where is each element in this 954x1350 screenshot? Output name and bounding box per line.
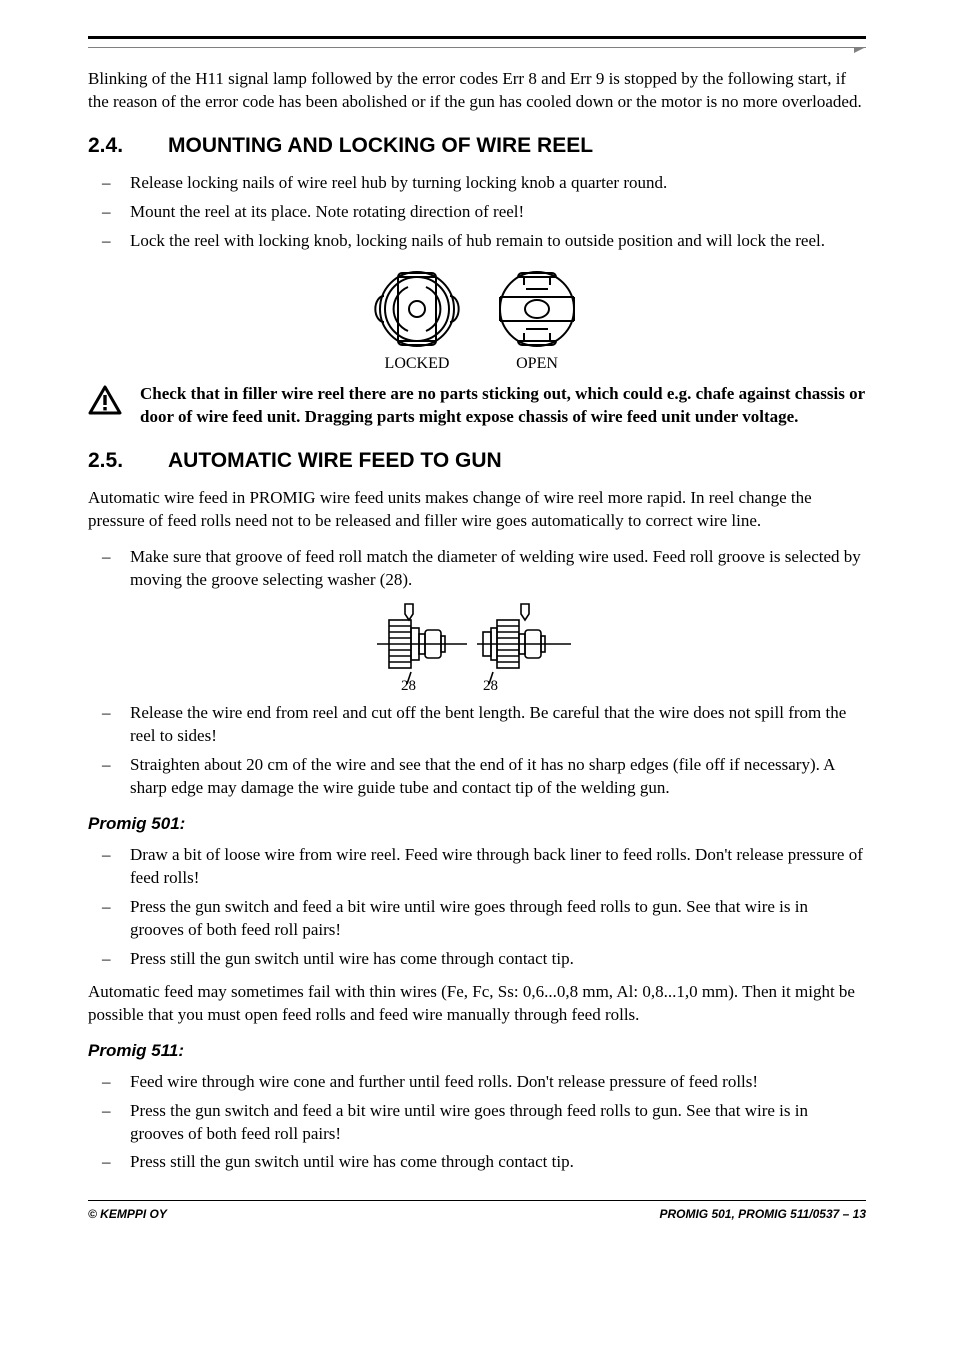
heading-title: AUTOMATIC WIRE FEED TO GUN	[168, 449, 502, 473]
feed-roll-icon: 28 28	[367, 602, 587, 692]
list-item: Release the wire end from reel and cut o…	[102, 702, 866, 748]
list-promig-501: Draw a bit of loose wire from wire reel.…	[88, 844, 866, 971]
heading-2-5: 2.5. AUTOMATIC WIRE FEED TO GUN	[88, 449, 866, 473]
footer-right: PROMIG 501, PROMIG 511/0537 – 13	[659, 1207, 866, 1221]
heading-title: MOUNTING AND LOCKING OF WIRE REEL	[168, 134, 593, 158]
page-footer: © KEMPPI OY PROMIG 501, PROMIG 511/0537 …	[88, 1201, 866, 1221]
list-2-5b: Release the wire end from reel and cut o…	[88, 702, 866, 800]
svg-text:28: 28	[483, 678, 498, 692]
list-2-5a: Make sure that groove of feed roll match…	[88, 546, 866, 592]
figure-locked: LOCKED	[372, 263, 462, 373]
footer-left: © KEMPPI OY	[88, 1207, 167, 1221]
list-item: Press still the gun switch until wire ha…	[102, 1151, 866, 1174]
list-item: Lock the reel with locking knob, locking…	[102, 230, 866, 253]
list-item: Make sure that groove of feed roll match…	[102, 546, 866, 592]
warning-text: Check that in filler wire reel there are…	[140, 383, 866, 429]
subhead-promig-511: Promig 511:	[88, 1041, 866, 1061]
figure-reel-hub: LOCKED OPEN	[88, 263, 866, 373]
list-item: Mount the reel at its place. Note rotati…	[102, 201, 866, 224]
warning-block: Check that in filler wire reel there are…	[88, 383, 866, 429]
warning-icon	[88, 385, 122, 415]
list-promig-511: Feed wire through wire cone and further …	[88, 1071, 866, 1175]
heading-number: 2.4.	[88, 134, 138, 158]
intro-paragraph: Blinking of the H11 signal lamp followed…	[88, 68, 866, 114]
svg-text:28: 28	[401, 678, 416, 692]
reel-open-icon	[492, 263, 582, 351]
list-item: Straighten about 20 cm of the wire and s…	[102, 754, 866, 800]
subhead-promig-501: Promig 501:	[88, 814, 866, 834]
figure-caption: LOCKED	[372, 355, 462, 373]
header-rule	[88, 36, 866, 48]
reel-locked-icon	[372, 263, 462, 351]
heading-number: 2.5.	[88, 449, 138, 473]
list-item: Press the gun switch and feed a bit wire…	[102, 1100, 866, 1146]
paragraph: Automatic wire feed in PROMIG wire feed …	[88, 487, 866, 533]
figure-open: OPEN	[492, 263, 582, 373]
list-2-4: Release locking nails of wire reel hub b…	[88, 172, 866, 253]
list-item: Release locking nails of wire reel hub b…	[102, 172, 866, 195]
list-item: Draw a bit of loose wire from wire reel.…	[102, 844, 866, 890]
paragraph: Automatic feed may sometimes fail with t…	[88, 981, 866, 1027]
heading-2-4: 2.4. MOUNTING AND LOCKING OF WIRE REEL	[88, 134, 866, 158]
list-item: Feed wire through wire cone and further …	[102, 1071, 866, 1094]
list-item: Press the gun switch and feed a bit wire…	[102, 896, 866, 942]
list-item: Press still the gun switch until wire ha…	[102, 948, 866, 971]
figure-feed-roll: 28 28	[88, 602, 866, 692]
figure-caption: OPEN	[492, 355, 582, 373]
